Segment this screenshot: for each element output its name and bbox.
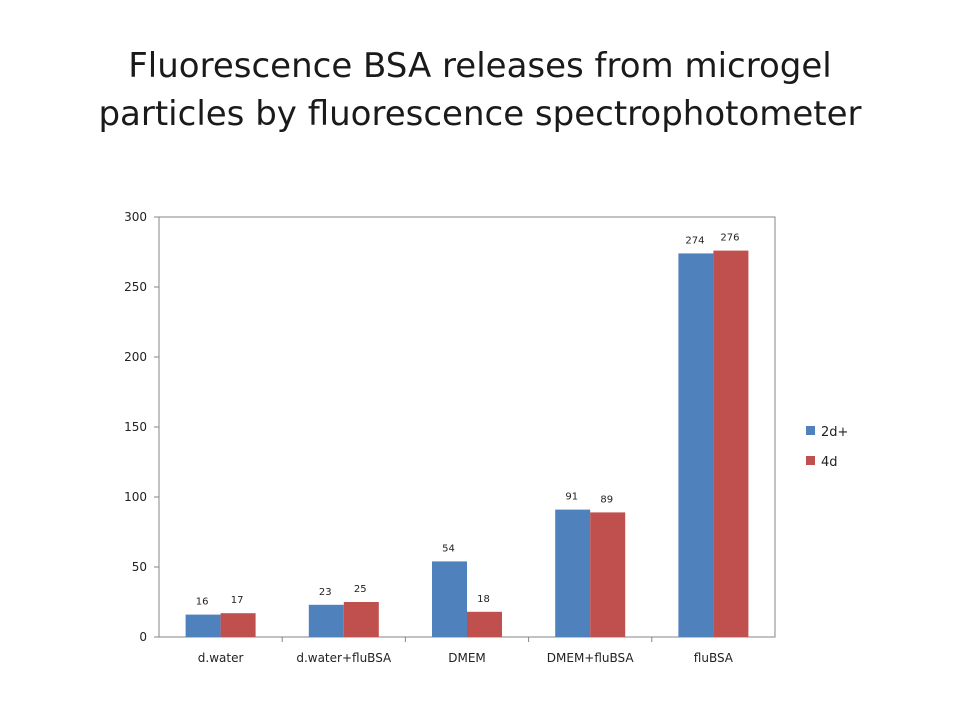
x-tick-label: DMEM+fluBSA — [547, 651, 635, 665]
legend-swatch — [806, 456, 815, 465]
data-label: 91 — [565, 492, 578, 503]
bar — [343, 602, 379, 637]
data-label: 274 — [685, 235, 704, 246]
bar — [713, 250, 749, 637]
data-label: 54 — [442, 543, 455, 554]
data-label: 25 — [354, 584, 367, 595]
y-tick-label: 50 — [132, 560, 147, 574]
bar — [185, 614, 221, 637]
bar — [590, 512, 626, 637]
x-tick-label: d.water — [198, 651, 244, 665]
bar — [220, 613, 256, 637]
data-label: 17 — [231, 595, 244, 606]
x-tick-label: DMEM — [448, 651, 486, 665]
y-tick-label: 150 — [124, 420, 147, 434]
slide-title-line-2: particles by fluorescence spectrophotome… — [98, 94, 862, 134]
y-tick-label: 250 — [124, 280, 147, 294]
legend-label: 4d — [821, 455, 838, 470]
data-label: 18 — [477, 594, 490, 605]
legend-swatch — [806, 426, 815, 435]
x-tick-label: fluBSA — [694, 651, 734, 665]
y-tick-label: 100 — [124, 490, 147, 504]
data-label: 16 — [196, 597, 209, 608]
slide-title: Fluorescence BSA releases from microgel … — [40, 42, 920, 138]
x-tick-label: d.water+fluBSA — [296, 651, 392, 665]
data-label: 276 — [720, 233, 739, 244]
bar — [678, 253, 714, 637]
bar — [432, 561, 467, 637]
y-tick-label: 300 — [124, 210, 147, 224]
y-tick-label: 200 — [124, 350, 147, 364]
slide-title-line-1: Fluorescence BSA releases from microgel — [128, 46, 832, 86]
data-label: 23 — [319, 587, 332, 598]
bar — [555, 509, 591, 637]
y-tick-label: 0 — [139, 630, 147, 644]
bar — [308, 604, 344, 637]
data-label: 89 — [600, 494, 613, 505]
bar — [467, 611, 502, 637]
legend-label: 2d+ — [821, 425, 848, 440]
